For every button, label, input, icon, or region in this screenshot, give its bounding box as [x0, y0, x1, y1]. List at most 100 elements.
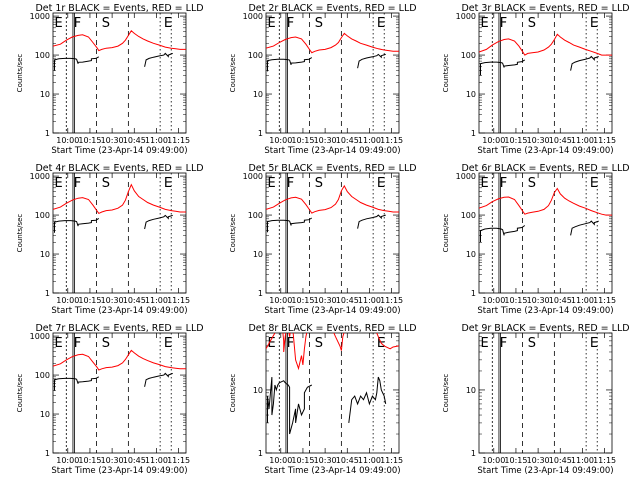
panel-title: Det 6r BLACK = Events, RED = LLD: [461, 163, 629, 174]
plot-frame: [52, 172, 187, 294]
x-axis-label: Start Time (23-Apr-14 09:49:00): [477, 466, 613, 476]
y-tick-label: 1000: [30, 172, 50, 181]
y-tick-label: 100: [35, 51, 50, 60]
x-tick-label: 10:00: [56, 456, 79, 465]
x-tick-label: 10:00: [482, 456, 505, 465]
x-tick-label: 10:15: [291, 136, 314, 145]
phase-marker-label: S: [528, 16, 536, 31]
x-tick-label: 10:30: [101, 456, 124, 465]
y-tick-label: 1: [45, 449, 50, 458]
phase-marker-label: F: [500, 336, 507, 351]
y-tick-label: 100: [35, 211, 50, 220]
events-series-line: [54, 214, 173, 233]
y-tick-label: 1000: [30, 332, 50, 341]
plot-frame: [52, 12, 187, 134]
events-series-line: [267, 214, 386, 233]
y-tick-label: 1: [471, 289, 476, 298]
panel-title: Det 9r BLACK = Events, RED = LLD: [461, 323, 629, 334]
phase-marker-label: F: [74, 176, 81, 191]
y-axis-label: Counts/sec: [16, 374, 24, 413]
plot-frame: [478, 172, 613, 294]
x-axis-label: Start Time (23-Apr-14 09:49:00): [264, 306, 400, 316]
x-axis-label: Start Time (23-Apr-14 09:49:00): [477, 306, 613, 316]
phase-marker-label: F: [287, 176, 294, 191]
x-tick-label: 10:15: [291, 456, 314, 465]
phase-marker-label: S: [102, 336, 110, 351]
x-tick-label: 10:00: [269, 136, 292, 145]
y-tick-label: 100: [35, 371, 50, 380]
y-tick-label: 1: [45, 129, 50, 138]
y-axis-label: Counts/sec: [229, 374, 237, 413]
phase-marker-label: F: [74, 336, 81, 351]
lld-series-line: [266, 32, 399, 54]
phase-marker-label: E: [164, 176, 172, 191]
plot-frame: [265, 172, 400, 294]
y-tick-label: 10: [40, 90, 50, 99]
y-axis-label: Counts/sec: [229, 214, 237, 253]
x-tick-label: 10:45: [549, 136, 572, 145]
y-tick-label: 10: [40, 250, 50, 259]
x-tick-label: 10:15: [504, 456, 527, 465]
x-tick-label: 10:30: [527, 456, 550, 465]
plot-frame: [52, 332, 187, 454]
x-tick-label: 11:00: [571, 456, 594, 465]
y-axis-label: Counts/sec: [229, 54, 237, 93]
x-tick-label: 10:15: [78, 296, 101, 305]
y-tick-label: 1000: [243, 12, 263, 21]
phase-marker-label: E: [267, 176, 275, 191]
phase-marker-label: E: [267, 16, 275, 31]
y-tick-label: 10: [466, 386, 476, 395]
x-tick-label: 11:00: [145, 456, 168, 465]
x-tick-label: 11:00: [571, 136, 594, 145]
phase-marker-label: E: [54, 16, 62, 31]
phase-marker-label: F: [287, 336, 294, 351]
x-tick-label: 10:15: [78, 136, 101, 145]
x-axis-label: Start Time (23-Apr-14 09:49:00): [51, 466, 187, 476]
plot-frame: [478, 12, 613, 134]
y-tick-label: 1: [471, 449, 476, 458]
phase-marker-label: E: [267, 336, 275, 351]
y-tick-label: 1: [258, 289, 263, 298]
lld-series-line: [479, 33, 612, 56]
detector-panel: Det 5r BLACK = Events, RED = LLD 1 10 100 10…: [229, 163, 417, 316]
x-tick-label: 11:15: [167, 296, 190, 305]
y-tick-label: 10: [466, 90, 476, 99]
y-tick-label: 10: [253, 90, 263, 99]
lld-series-line: [266, 333, 399, 371]
x-tick-label: 10:45: [336, 296, 359, 305]
x-tick-label: 11:15: [167, 456, 190, 465]
events-series-line: [267, 53, 386, 72]
phase-marker-label: E: [54, 336, 62, 351]
y-tick-label: 1: [258, 129, 263, 138]
x-tick-label: 11:15: [593, 136, 616, 145]
y-tick-label: 100: [248, 211, 263, 220]
y-tick-label: 10: [466, 250, 476, 259]
x-tick-label: 10:15: [504, 296, 527, 305]
x-tick-label: 10:00: [482, 296, 505, 305]
lld-series-line: [479, 187, 612, 216]
x-tick-label: 11:15: [380, 136, 403, 145]
phase-marker-label: F: [74, 16, 81, 31]
y-tick-label: 1000: [456, 12, 476, 21]
x-tick-label: 10:45: [549, 296, 572, 305]
x-tick-label: 10:30: [314, 456, 337, 465]
panel-title: Det 2r BLACK = Events, RED = LLD: [248, 3, 416, 14]
panel-title: Det 8r BLACK = Events, RED = LLD: [248, 323, 416, 334]
phase-marker-label: S: [315, 176, 323, 191]
y-tick-label: 100: [461, 211, 476, 220]
x-tick-label: 11:15: [593, 456, 616, 465]
y-tick-label: 10: [40, 410, 50, 419]
x-axis-label: Start Time (23-Apr-14 09:49:00): [264, 146, 400, 156]
x-tick-label: 11:15: [593, 296, 616, 305]
panel-title: Det 7r BLACK = Events, RED = LLD: [35, 323, 203, 334]
phase-marker-label: E: [54, 176, 62, 191]
events-series-line: [54, 372, 173, 391]
phase-marker-label: S: [528, 336, 536, 351]
x-tick-label: 10:45: [336, 456, 359, 465]
phase-marker-label: E: [480, 176, 488, 191]
y-axis-label: Counts/sec: [442, 214, 450, 253]
detector-panel: Det 4r BLACK = Events, RED = LLD 1 10 100 10…: [16, 163, 204, 316]
phase-marker-label: E: [480, 16, 488, 31]
y-axis-label: Counts/sec: [442, 54, 450, 93]
phase-marker-label: E: [590, 16, 598, 31]
